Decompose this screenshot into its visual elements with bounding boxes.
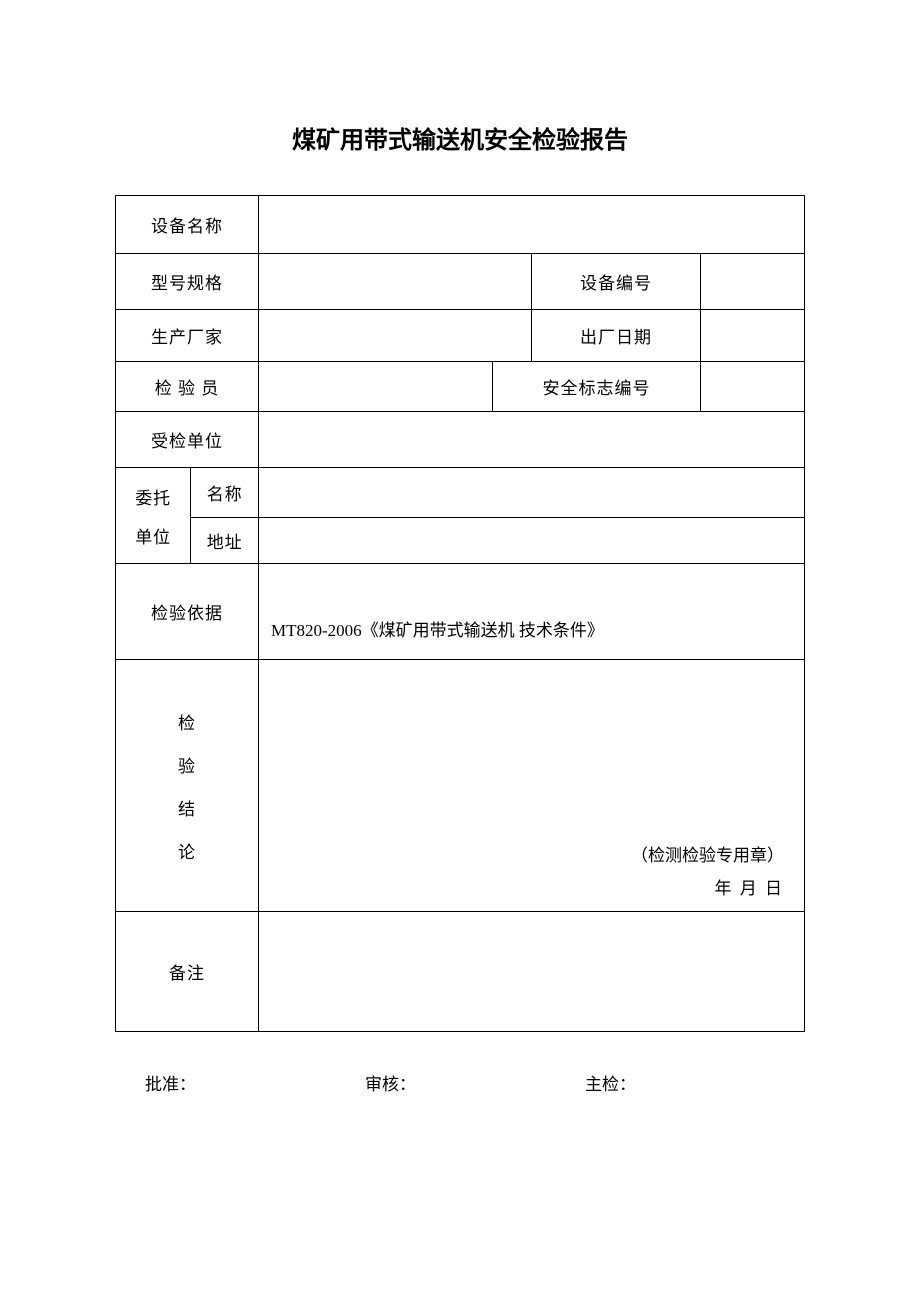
- label-entrust-name: 名称: [191, 468, 259, 518]
- label-basis: 检验依据: [116, 564, 259, 660]
- value-model-spec: [258, 254, 531, 310]
- value-factory-date: [700, 310, 804, 362]
- label-entrust-line2: 单位: [135, 523, 171, 548]
- footer-signatures: 批准： 审核： 主检：: [115, 1070, 805, 1095]
- footer-review: 审核：: [365, 1070, 585, 1095]
- label-entrust-unit: 委托 单位: [116, 468, 191, 564]
- label-inspected-unit: 受检单位: [116, 412, 259, 468]
- label-remark: 备注: [116, 912, 259, 1032]
- value-entrust-name: [258, 468, 804, 518]
- value-basis: MT820-2006《煤矿用带式输送机 技术条件》: [258, 564, 804, 660]
- value-conclusion: （检测检验专用章） 年 月 日: [258, 660, 804, 912]
- date-text: 年 月 日: [279, 874, 784, 899]
- label-model-spec: 型号规格: [116, 254, 259, 310]
- conclusion-char-4: 论: [178, 838, 196, 863]
- conclusion-char-1: 检: [178, 709, 196, 734]
- label-inspector: 检 验 员: [116, 362, 259, 412]
- value-remark: [258, 912, 804, 1032]
- value-device-number: [700, 254, 804, 310]
- stamp-text: （检测检验专用章）: [279, 841, 784, 866]
- label-factory-date: 出厂日期: [531, 310, 700, 362]
- footer-chief: 主检：: [585, 1070, 805, 1095]
- inspection-table: 设备名称 型号规格 设备编号 生产厂家 出厂日期 检 验 员 安全标志编号 受检…: [115, 195, 805, 1032]
- page-title: 煤矿用带式输送机安全检验报告: [115, 120, 805, 155]
- value-entrust-address: [258, 518, 804, 564]
- label-entrust-line1: 委托: [135, 484, 171, 509]
- value-inspected-unit: [258, 412, 804, 468]
- conclusion-char-3: 结: [178, 795, 196, 820]
- label-entrust-address: 地址: [191, 518, 259, 564]
- value-inspector: [258, 362, 492, 412]
- label-device-name: 设备名称: [116, 196, 259, 254]
- label-manufacturer: 生产厂家: [116, 310, 259, 362]
- conclusion-char-2: 验: [178, 752, 196, 777]
- value-device-name: [258, 196, 804, 254]
- value-manufacturer: [258, 310, 531, 362]
- label-conclusion: 检 验 结 论: [116, 660, 259, 912]
- value-safety-mark: [700, 362, 804, 412]
- label-safety-mark: 安全标志编号: [492, 362, 700, 412]
- label-device-number: 设备编号: [531, 254, 700, 310]
- footer-approve: 批准：: [145, 1070, 365, 1095]
